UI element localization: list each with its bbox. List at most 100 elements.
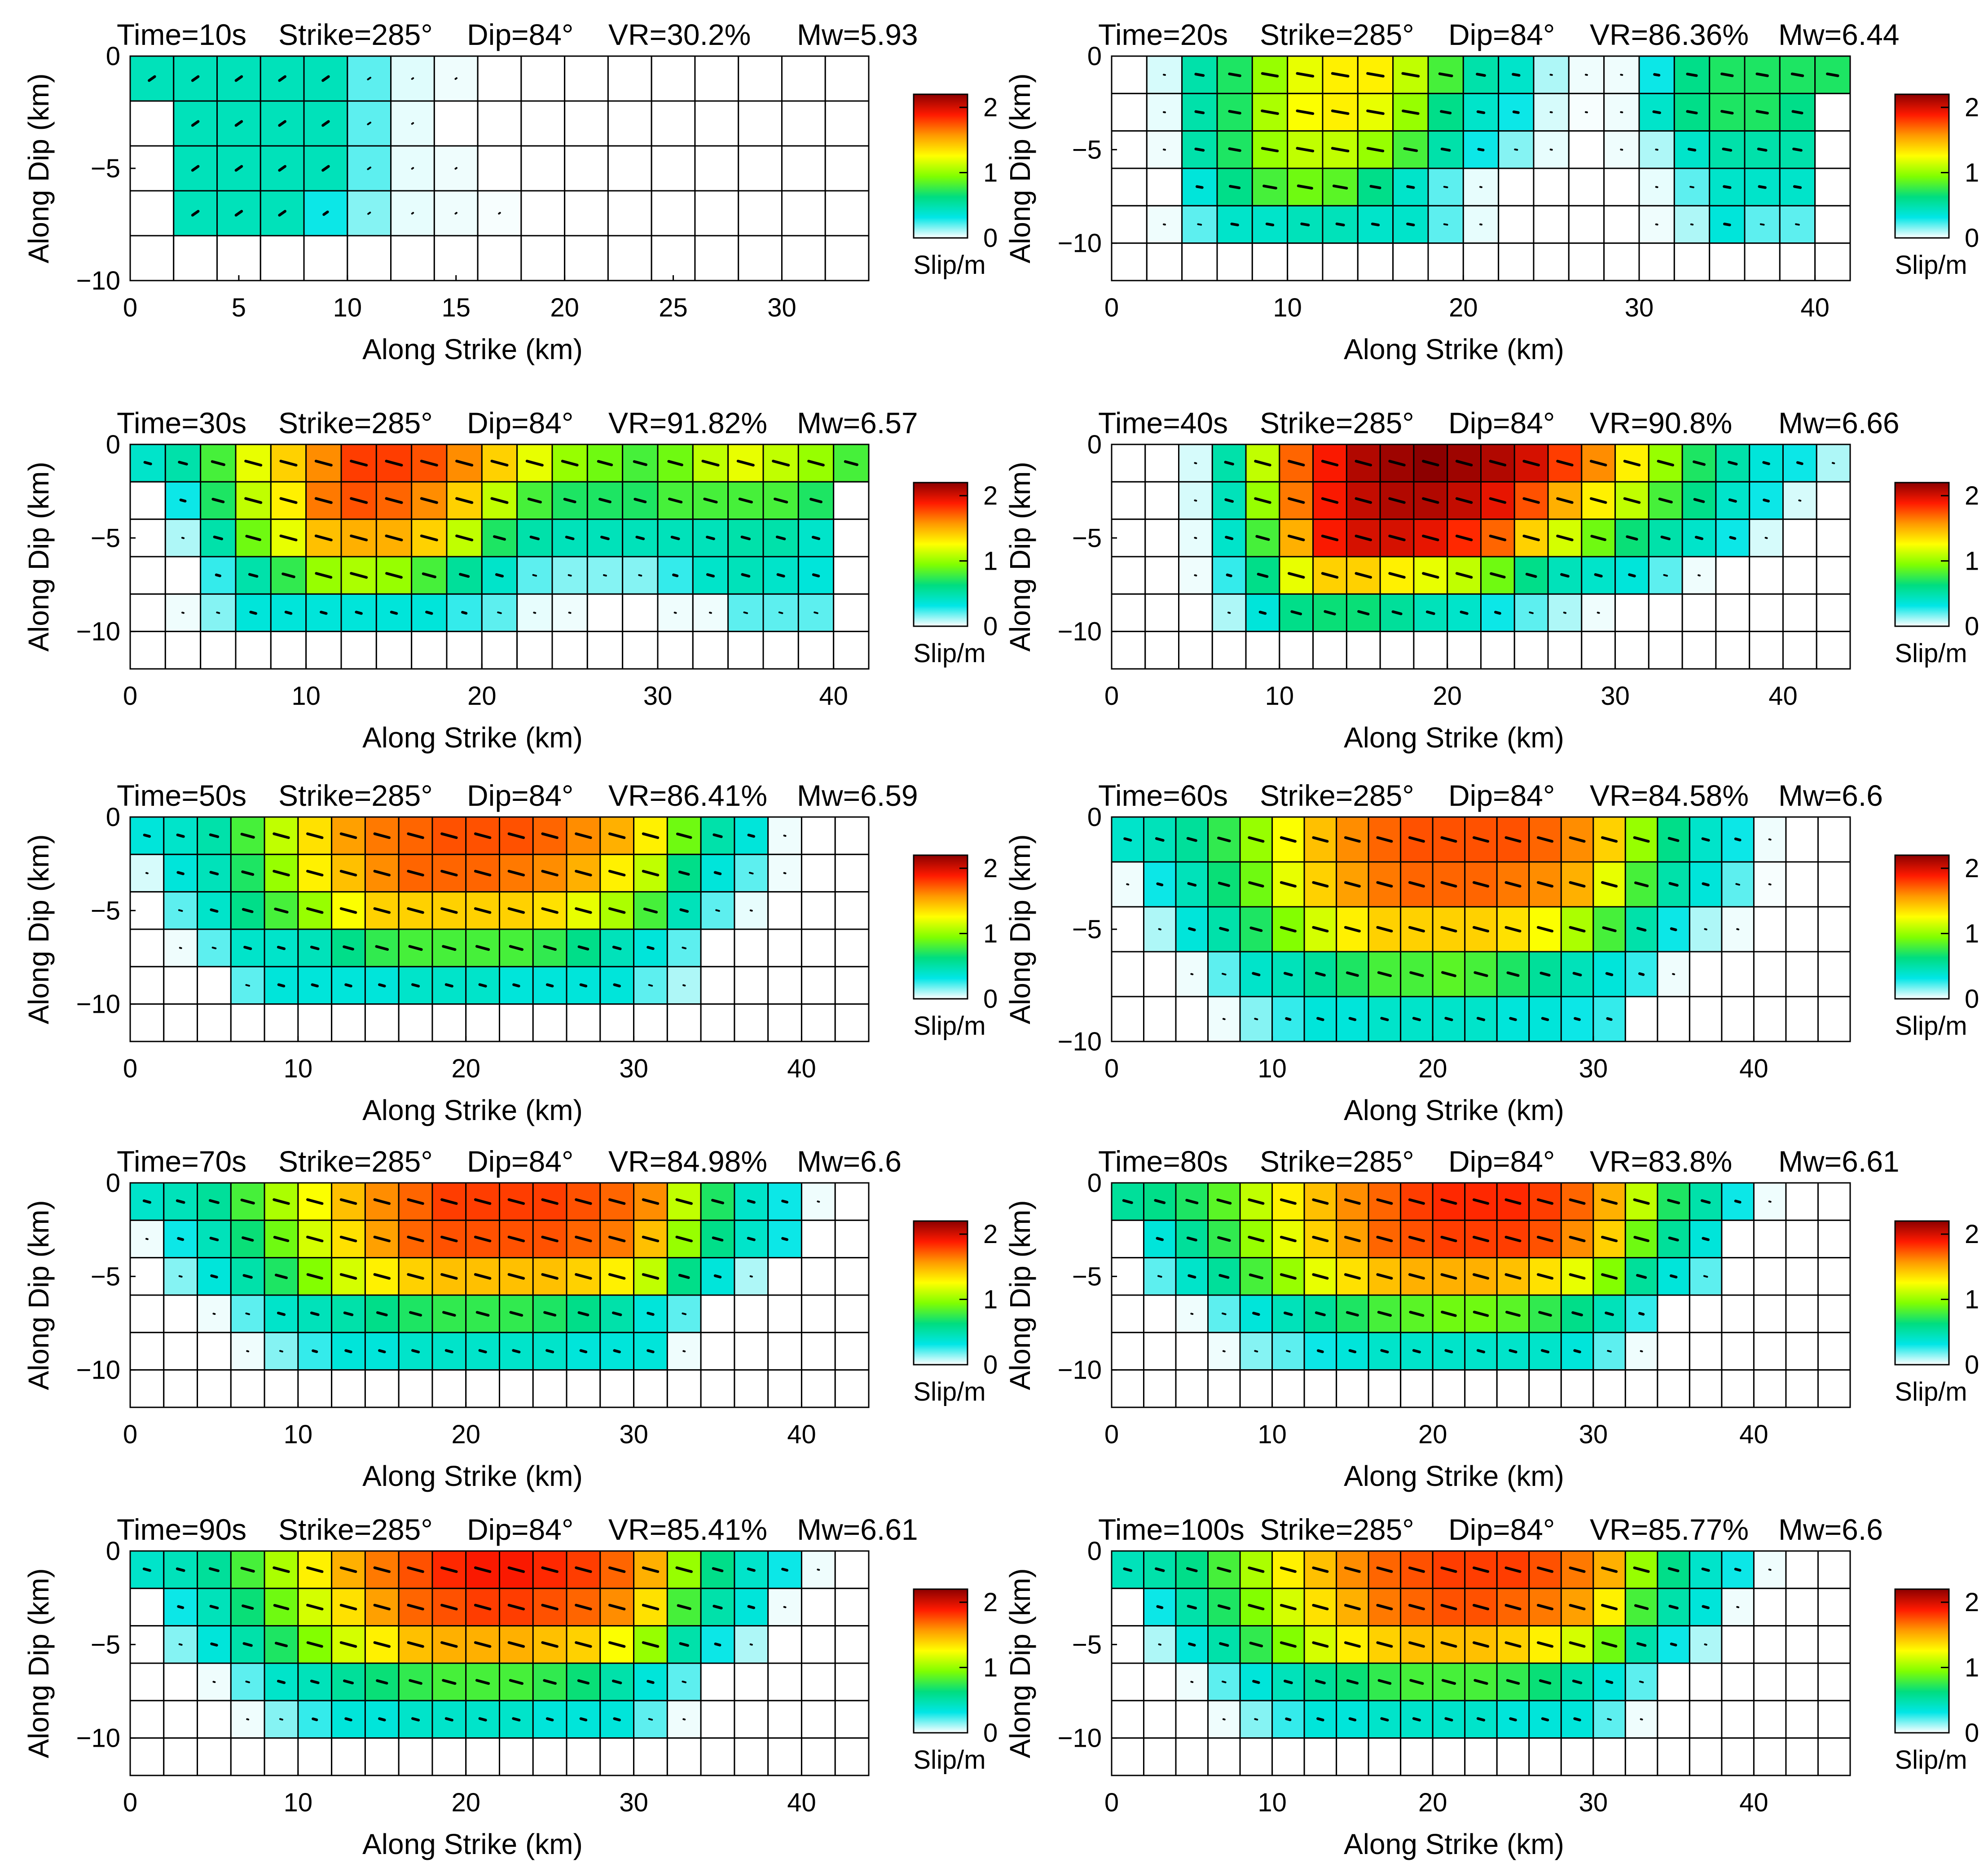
slip-vector: [1504, 1198, 1522, 1205]
slip-cell: [1336, 1737, 1369, 1776]
slip-vector: [507, 1604, 525, 1611]
slip-cell: [1753, 1294, 1787, 1333]
slip-vector: [1163, 111, 1166, 114]
slip-vector: [1224, 461, 1234, 466]
slip-vector: [407, 1273, 424, 1280]
panel-title-time: Time=60s: [1098, 779, 1228, 812]
slip-vector: [1472, 1641, 1490, 1648]
slip-cell: [1779, 242, 1816, 281]
slip-cell: [734, 1369, 769, 1408]
slip-cell: [738, 145, 783, 192]
colorbar-tick-label: 1: [1965, 919, 1979, 949]
slip-vector: [339, 1198, 357, 1205]
slip-vector: [642, 1604, 660, 1611]
slip-vector: [703, 497, 718, 504]
colorbar-label: Slip/m: [913, 1377, 985, 1406]
slip-vector: [1252, 972, 1261, 976]
slip-vector: [1441, 971, 1456, 977]
slip-vector: [1569, 1198, 1586, 1205]
slip-cell: [1814, 130, 1851, 169]
slip-cell: [564, 100, 609, 147]
slip-cell: [1689, 1700, 1723, 1739]
slip-cell: [700, 1331, 735, 1371]
slip-vector: [633, 460, 647, 466]
slip-cell: [1689, 1331, 1723, 1371]
slip-vector: [1218, 1274, 1230, 1279]
y-axis-label: Along Dip (km): [22, 1568, 55, 1758]
colorbar-tick-label: 0: [983, 1350, 998, 1380]
colorbar-tick-label: 1: [983, 158, 998, 188]
panel-title-time: Time=40s: [1098, 406, 1228, 439]
slip-cell: [833, 481, 870, 520]
slip-vector: [575, 1604, 592, 1611]
slip-vector: [561, 460, 579, 467]
slip-cell: [1592, 951, 1626, 997]
slip-vector: [274, 1274, 288, 1279]
slip-cell: [129, 1257, 165, 1296]
slip-cell: [364, 1700, 400, 1739]
slip-vector: [378, 1349, 386, 1353]
panel-title-mw: Mw=6.6: [1778, 1513, 1883, 1546]
slip-vector: [778, 611, 783, 614]
slip-cell: [532, 1737, 567, 1776]
slip-cell: [390, 145, 435, 192]
slip-vector: [343, 1679, 354, 1685]
slip-cell: [633, 1003, 668, 1042]
slip-cell: [1175, 996, 1209, 1042]
slip-cell: [833, 518, 870, 558]
slip-vector: [1539, 971, 1551, 977]
slip-vector: [1636, 1642, 1647, 1647]
slip-cell: [1817, 1182, 1851, 1221]
slip-vector: [248, 573, 259, 578]
slip-vector: [507, 907, 525, 914]
slip-vector: [643, 907, 658, 914]
slip-vector: [474, 1604, 492, 1611]
slip-vector: [507, 1566, 525, 1573]
slip-cell: [1528, 1369, 1562, 1408]
slip-vector: [1734, 1199, 1742, 1204]
slip-cell: [834, 1625, 870, 1664]
slip-vector: [461, 611, 468, 615]
slip-cell: [1785, 1294, 1819, 1333]
x-tick-label: 20: [1418, 1054, 1447, 1083]
slip-vector: [1529, 611, 1534, 614]
slip-cell: [834, 1662, 870, 1701]
slip-vector: [781, 1237, 788, 1241]
slip-cell: [1368, 1737, 1402, 1776]
slip-cell: [264, 1737, 299, 1776]
slip-cell: [1785, 1369, 1819, 1408]
y-axis-label: Along Dip (km): [1004, 834, 1036, 1024]
slip-vector: [817, 1568, 820, 1571]
slip-vector: [1287, 572, 1305, 579]
slip-cell: [1322, 242, 1359, 281]
slip-vector: [1155, 837, 1165, 842]
slip-vector: [314, 534, 333, 541]
x-tick-label: 0: [123, 1054, 137, 1083]
slip-vector: [1476, 1349, 1486, 1353]
slip-vector: [1156, 1237, 1164, 1241]
x-tick-label: 15: [441, 293, 471, 322]
slip-vector: [312, 1717, 318, 1722]
slip-vector: [512, 1717, 521, 1722]
slip-vector: [1791, 110, 1803, 114]
slip-vector: [647, 1680, 655, 1684]
slip-cell: [834, 1182, 870, 1221]
slip-cell: [1785, 816, 1819, 863]
slip-vector: [1601, 1273, 1618, 1280]
slip-cell: [1496, 1737, 1530, 1776]
slip-cell: [129, 481, 166, 520]
slip-vector: [1549, 149, 1553, 151]
slip-vector: [1408, 1604, 1425, 1611]
slip-vector: [1509, 1717, 1517, 1722]
slip-vector: [1265, 222, 1275, 227]
slip-vector: [1444, 1349, 1453, 1353]
panel-title-time: Time=10s: [117, 18, 246, 51]
slip-vector: [563, 497, 576, 504]
slip-vector: [545, 983, 554, 988]
slip-cell: [1689, 1662, 1723, 1701]
slip-cell: [532, 1369, 567, 1408]
slip-vector: [234, 210, 243, 217]
slip-cell: [129, 1625, 165, 1664]
panel-title-time: Time=100s: [1098, 1513, 1245, 1546]
slip-vector: [278, 210, 286, 217]
